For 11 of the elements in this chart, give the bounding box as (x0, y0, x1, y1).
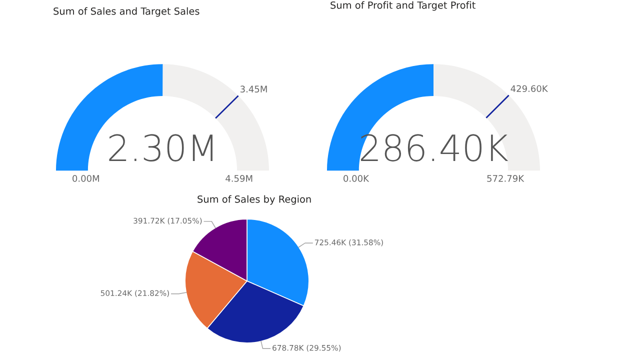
text: 2.30M (109, 134, 212, 162)
text: 0.00M (72, 175, 99, 182)
text: 429.60K (510, 85, 548, 92)
text: 286.40K (360, 134, 508, 162)
text: 572.79K (487, 175, 524, 182)
text: 4.59M (226, 175, 252, 182)
text: 0.00K (344, 175, 370, 182)
chart-title: Sum of Sales by Region (198, 195, 311, 205)
chart-title: Sum of Sales and Target Sales (54, 7, 200, 17)
text: 3.45M (240, 86, 267, 93)
chart-title: Sum of Profit and Target Profit (330, 1, 476, 11)
